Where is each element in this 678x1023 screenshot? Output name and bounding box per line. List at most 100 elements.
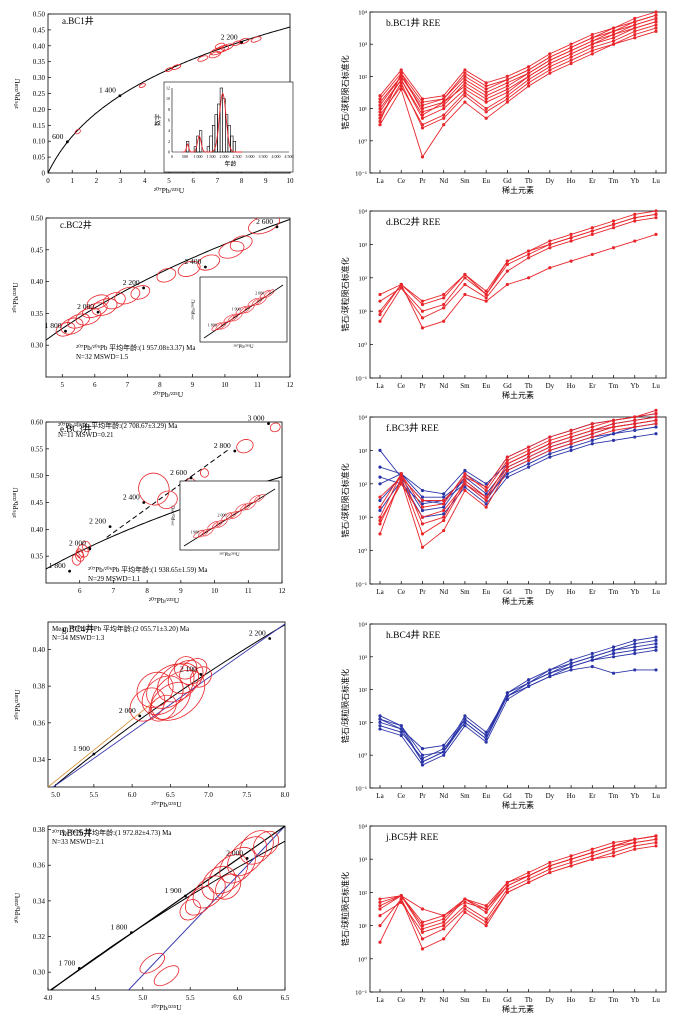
ree-data-point [420, 299, 425, 303]
ree-data-point [442, 502, 446, 506]
ree-data-point [484, 920, 488, 924]
ree-data-point [505, 81, 509, 85]
ree-data-point [484, 495, 488, 499]
ree-data-point [569, 52, 573, 56]
ree-data-point [654, 415, 658, 419]
ree-data-point [463, 910, 467, 914]
error-ellipse [139, 952, 166, 974]
ree-data-point [399, 282, 403, 287]
y-tick-label: 0.38 [33, 826, 46, 834]
error-envelope [48, 700, 156, 787]
ree-data-point [548, 239, 552, 243]
ree-data-point [654, 638, 658, 643]
error-ellipse [81, 302, 108, 319]
age-marker-label: 2 000 [69, 539, 86, 548]
ree-data-point [420, 100, 425, 104]
ree-series-line [379, 21, 657, 119]
y-tick-label: 10² [359, 74, 368, 81]
ree-data-point [420, 760, 425, 764]
x-tick-label: 8 [158, 381, 162, 389]
ree-data-point [484, 299, 488, 303]
inset-y-tick-label: 12 [166, 86, 170, 91]
error-ellipse [157, 490, 178, 509]
error-ellipse [218, 240, 245, 259]
ree-data-point [463, 478, 467, 483]
ree-data-point [611, 226, 616, 230]
age-marker-dot [268, 637, 272, 640]
ree-data-point [378, 113, 382, 117]
error-ellipse [81, 540, 92, 553]
ree-data-point [527, 684, 531, 688]
x-axis-label: 稀土元素 [502, 390, 534, 400]
ree-data-point [611, 645, 616, 649]
x-tick-label: 11 [254, 381, 261, 389]
ree-data-point [378, 475, 382, 479]
panel-title: c.BC2井 [60, 219, 92, 230]
ree-series-line [379, 426, 657, 498]
ree-data-point [484, 485, 488, 489]
inset-x-tick-label: 1 000 [194, 154, 203, 159]
panel-e: 6 7 8 9 10 11 12 0.35 0.40 0.45 0.50 0.55 0.60 ²⁰⁷Pb/… [11, 414, 286, 605]
ree-data-point [654, 16, 658, 21]
ree-data-point [463, 904, 467, 908]
ree-data-point [548, 870, 552, 875]
ree-data-point [590, 850, 594, 855]
error-ellipse [77, 544, 89, 558]
ree-data-point [633, 651, 637, 656]
ree-data-point [611, 26, 616, 30]
panel-i: 4.0 4.5 5.0 5.5 6.0 6.5 0.30 0.32 0.34 0.36 0.38 ²⁰… [13, 825, 290, 1012]
error-ellipse [197, 55, 209, 62]
inset-ellipse [263, 289, 275, 298]
ree-data-point [463, 720, 467, 725]
ree-series-line [379, 30, 657, 158]
ree-data-point [442, 747, 446, 751]
ree-data-point [633, 32, 637, 37]
age-marker-dot [68, 569, 71, 573]
ree-data-point [590, 854, 594, 858]
ree-data-point [442, 94, 446, 98]
error-ellipse [185, 886, 215, 916]
age-marker-label: 1 700 [58, 958, 75, 967]
ree-data-point [378, 505, 382, 509]
ree-data-point [420, 116, 425, 120]
ree-data-point [611, 36, 616, 40]
x-tick-label: 3 [119, 177, 123, 185]
error-ellipse [269, 422, 281, 433]
ree-data-point [654, 216, 658, 220]
error-ellipse [179, 899, 201, 921]
ree-data-point [420, 113, 425, 117]
x-tick-label: Er [589, 792, 596, 800]
y-tick-label: 0.15 [33, 122, 46, 130]
x-tick-label: Lu [652, 382, 660, 390]
y-axis-label: ²⁰⁶Pb/²³⁸U [13, 892, 22, 923]
ree-series-line [379, 423, 657, 549]
ree-data-point [420, 763, 425, 767]
x-tick-label: La [376, 792, 384, 800]
ree-data-point [463, 74, 467, 78]
plot-frame [369, 416, 667, 585]
x-axis-label: 稀土元素 [502, 800, 534, 810]
x-tick-label: 6 [93, 381, 97, 389]
y-tick-label: 10³ [359, 448, 368, 455]
error-ellipse [192, 875, 226, 909]
ree-data-point [484, 924, 488, 928]
ree-data-point [611, 438, 616, 442]
ree-data-point [611, 850, 616, 855]
ree-data-point [399, 78, 403, 82]
ree-data-point [378, 897, 382, 901]
ree-data-point [420, 924, 425, 928]
ree-data-point [484, 910, 488, 914]
inset-y-label: 数字 [154, 114, 162, 126]
y-tick-label: 10¹ [359, 106, 368, 113]
ree-data-point [569, 55, 573, 59]
ree-data-point [484, 737, 488, 741]
y-tick-label: 0.50 [31, 472, 44, 480]
y-tick-label: 10² [359, 687, 368, 694]
ree-series-line [379, 835, 657, 923]
ree-data-point [569, 658, 573, 662]
x-tick-label: Tm [609, 177, 619, 185]
panel-title: a.BC1井 [62, 15, 94, 26]
ree-data-point [378, 100, 382, 104]
ree-data-point [548, 668, 552, 672]
ree-data-point [505, 890, 509, 895]
